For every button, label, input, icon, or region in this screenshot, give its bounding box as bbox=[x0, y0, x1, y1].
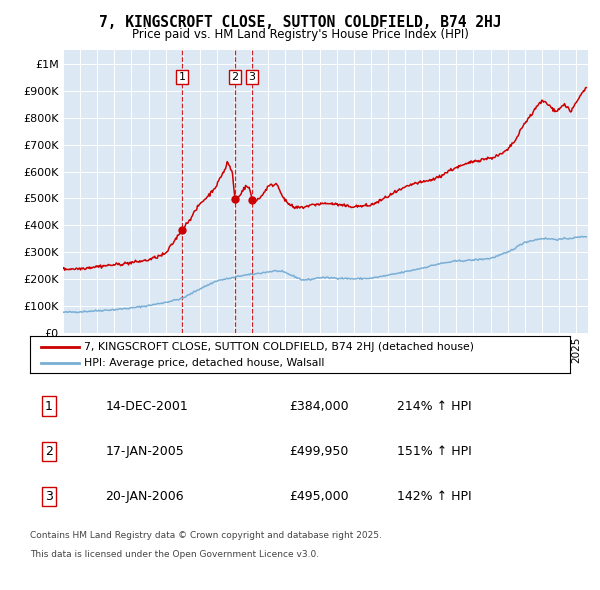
Text: 20-JAN-2006: 20-JAN-2006 bbox=[106, 490, 184, 503]
Text: Price paid vs. HM Land Registry's House Price Index (HPI): Price paid vs. HM Land Registry's House … bbox=[131, 28, 469, 41]
Text: 3: 3 bbox=[45, 490, 53, 503]
Text: 2: 2 bbox=[45, 445, 53, 458]
Text: 1: 1 bbox=[179, 72, 185, 82]
Text: 214% ↑ HPI: 214% ↑ HPI bbox=[397, 399, 472, 412]
Text: 151% ↑ HPI: 151% ↑ HPI bbox=[397, 445, 472, 458]
Text: 3: 3 bbox=[248, 72, 256, 82]
Text: £499,950: £499,950 bbox=[289, 445, 349, 458]
Text: 2: 2 bbox=[232, 72, 238, 82]
Text: 14-DEC-2001: 14-DEC-2001 bbox=[106, 399, 188, 412]
Text: This data is licensed under the Open Government Licence v3.0.: This data is licensed under the Open Gov… bbox=[30, 550, 319, 559]
Text: £495,000: £495,000 bbox=[289, 490, 349, 503]
Text: 7, KINGSCROFT CLOSE, SUTTON COLDFIELD, B74 2HJ (detached house): 7, KINGSCROFT CLOSE, SUTTON COLDFIELD, B… bbox=[84, 342, 474, 352]
Text: 17-JAN-2005: 17-JAN-2005 bbox=[106, 445, 184, 458]
Text: Contains HM Land Registry data © Crown copyright and database right 2025.: Contains HM Land Registry data © Crown c… bbox=[30, 531, 382, 540]
Text: £384,000: £384,000 bbox=[289, 399, 349, 412]
Text: 142% ↑ HPI: 142% ↑ HPI bbox=[397, 490, 472, 503]
Text: 7, KINGSCROFT CLOSE, SUTTON COLDFIELD, B74 2HJ: 7, KINGSCROFT CLOSE, SUTTON COLDFIELD, B… bbox=[99, 15, 501, 30]
Text: HPI: Average price, detached house, Walsall: HPI: Average price, detached house, Wals… bbox=[84, 358, 325, 368]
Text: 1: 1 bbox=[45, 399, 53, 412]
